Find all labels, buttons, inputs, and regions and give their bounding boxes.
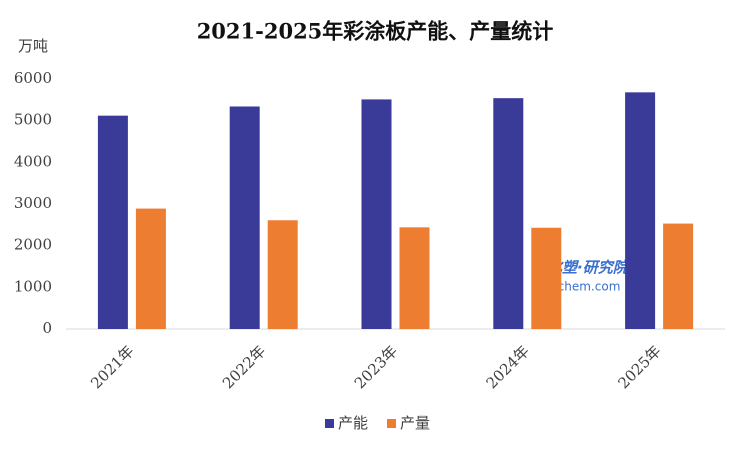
y-tick-label: 4000 [14, 152, 52, 170]
bar [493, 98, 524, 330]
y-tick-label: 1000 [14, 277, 52, 295]
legend-label: 产量 [400, 414, 430, 432]
bar [399, 227, 430, 329]
legend-label: 产能 [338, 414, 368, 432]
y-tick-label: 3000 [14, 194, 52, 212]
bar [97, 115, 128, 330]
x-tick-label: 2024年 [483, 342, 533, 392]
y-axis-label: 万吨 [18, 37, 48, 55]
x-tick-label: 2022年 [219, 342, 269, 392]
y-tick-label: 0 [42, 319, 52, 337]
x-tick-label: 2025年 [614, 342, 664, 392]
bar [135, 208, 166, 329]
bar [531, 227, 562, 329]
y-tick-label: 2000 [14, 236, 52, 254]
bar [663, 223, 694, 329]
bar [267, 220, 298, 329]
bar [229, 106, 260, 329]
chart-title: 2021-2025年彩涂板产能、产量统计 [197, 19, 554, 44]
legend-swatch [387, 419, 396, 428]
y-tick-label: 6000 [14, 69, 52, 87]
x-tick-label: 2023年 [351, 342, 401, 392]
bar [625, 92, 656, 329]
y-tick-label: 5000 [14, 111, 52, 129]
legend-swatch [325, 419, 334, 428]
x-tick-label: 2021年 [87, 342, 137, 392]
bar [361, 99, 392, 330]
